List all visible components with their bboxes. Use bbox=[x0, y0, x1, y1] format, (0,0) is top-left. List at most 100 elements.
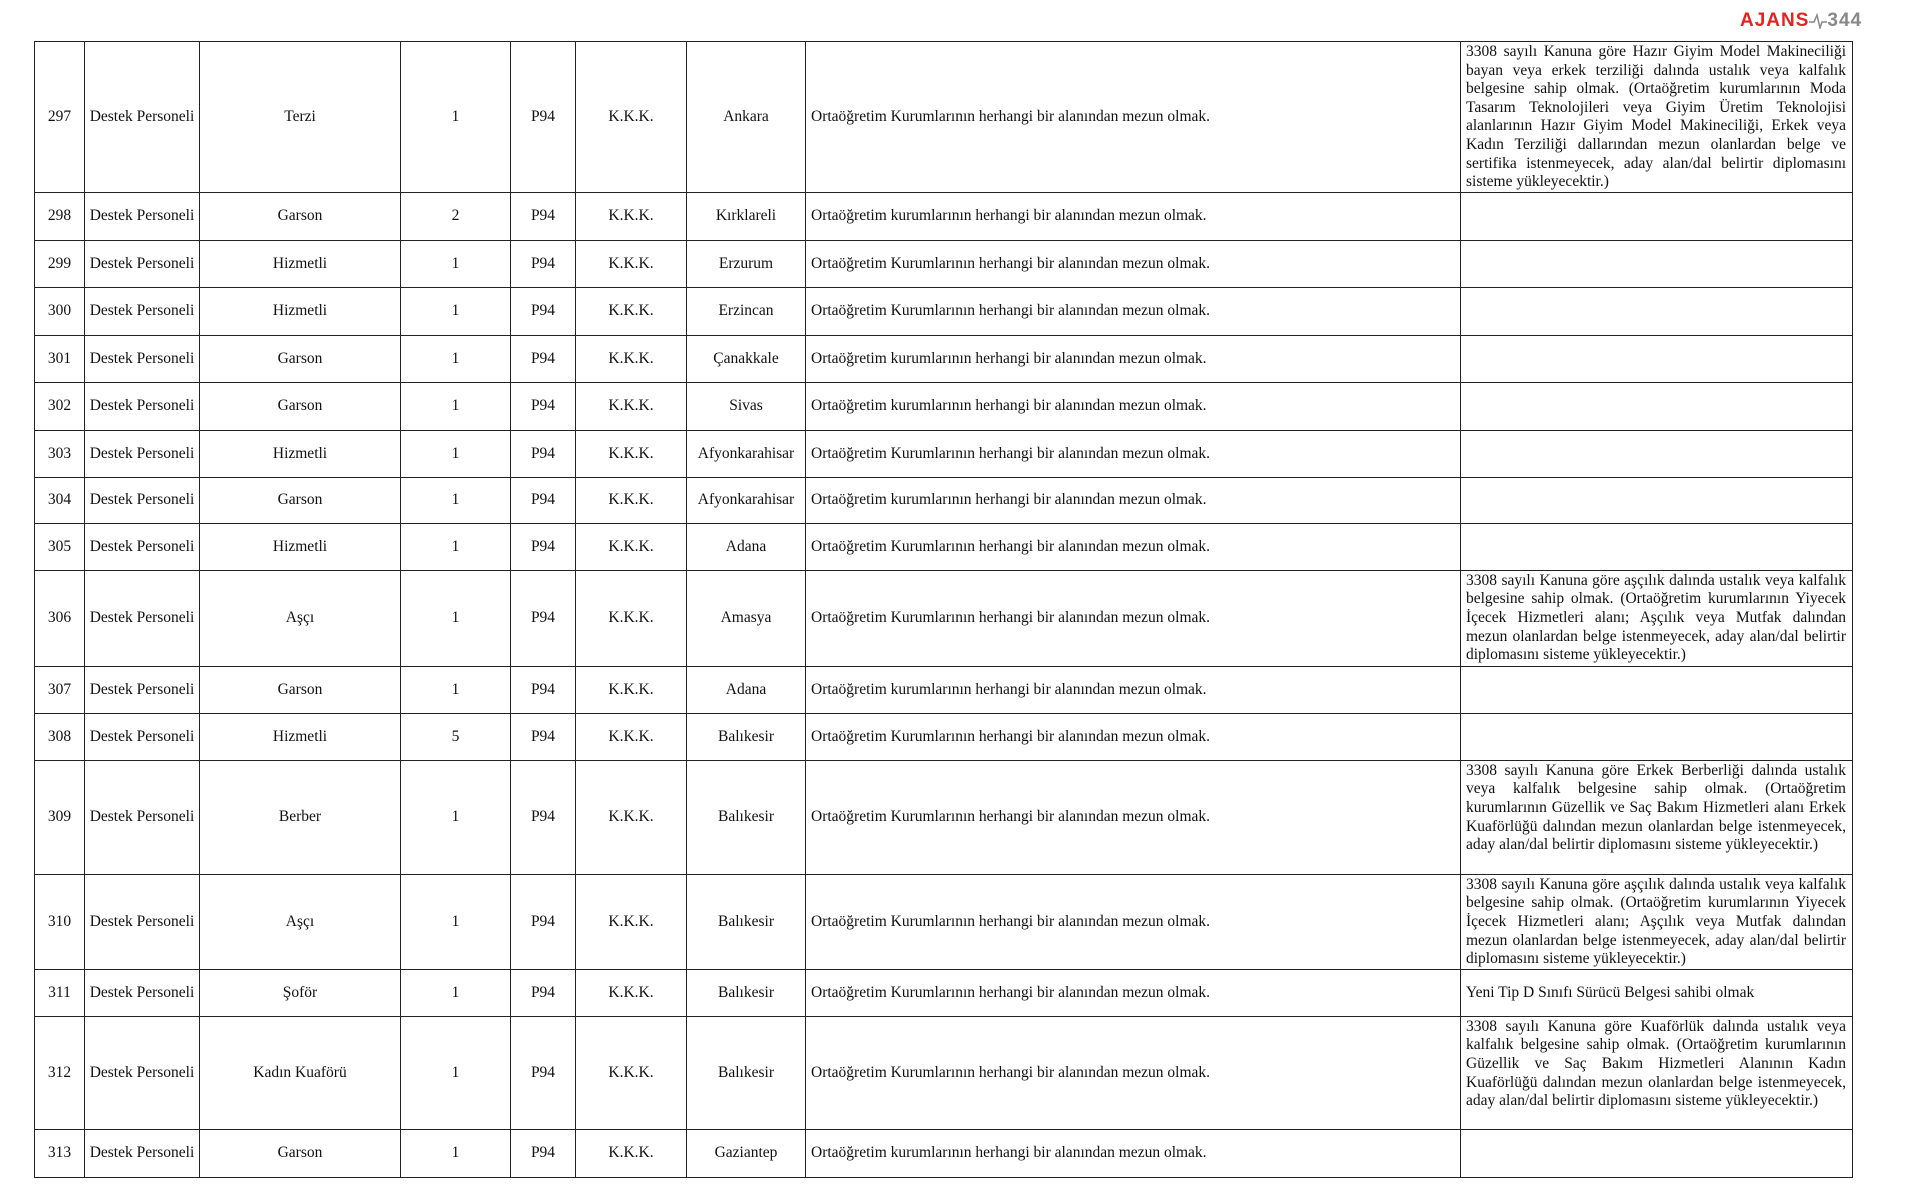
category-cell: Destek Personeli bbox=[84, 522, 200, 571]
table-row: 298 Destek Personeli Garson 2 P94 K.K.K. Kırkl… bbox=[34, 191, 1853, 241]
table-row: 306 Destek Personeli Aşçı 1 P94 K.K.K. Amasya O… bbox=[34, 569, 1853, 667]
count-cell: 1 bbox=[400, 759, 511, 875]
category-cell: Destek Personeli bbox=[84, 381, 200, 431]
unit-cell: K.K.K. bbox=[575, 191, 687, 241]
category-cell: Destek Personeli bbox=[84, 429, 200, 478]
position-cell: Hizmetli bbox=[199, 286, 401, 336]
category-cell: Destek Personeli bbox=[84, 476, 200, 524]
note-cell bbox=[1460, 476, 1853, 524]
note-cell bbox=[1460, 239, 1853, 288]
position-cell: Şoför bbox=[199, 968, 401, 1017]
code-cell: P94 bbox=[510, 1015, 576, 1130]
requirement-cell: Ortaöğretim Kurumlarının herhangi bir al… bbox=[805, 286, 1461, 336]
unit-cell: K.K.K. bbox=[575, 286, 687, 336]
city-cell: Balıkesir bbox=[686, 873, 806, 970]
category-cell: Destek Personeli bbox=[84, 569, 200, 667]
note-cell: Yeni Tip D Sınıfı Sürücü Belgesi sahibi … bbox=[1460, 968, 1853, 1017]
position-cell: Garson bbox=[199, 191, 401, 241]
note-cell bbox=[1460, 191, 1853, 241]
table-row: 307 Destek Personeli Garson 1 P94 K.K.K. Adana… bbox=[34, 665, 1853, 714]
code-cell: P94 bbox=[510, 334, 576, 383]
city-cell: Kırklareli bbox=[686, 191, 806, 241]
code-cell: P94 bbox=[510, 239, 576, 288]
position-cell: Garson bbox=[199, 381, 401, 431]
unit-cell: K.K.K. bbox=[575, 665, 687, 714]
table-row: 303 Destek Personeli Hizmetli 1 P94 K.K.K. Afy… bbox=[34, 429, 1853, 478]
requirement-cell: Ortaöğretim Kurumlarının herhangi bir al… bbox=[805, 429, 1461, 478]
count-cell: 1 bbox=[400, 522, 511, 571]
note-cell bbox=[1460, 286, 1853, 336]
position-cell: Kadın Kuaförü bbox=[199, 1015, 401, 1130]
code-cell: P94 bbox=[510, 522, 576, 571]
category-cell: Destek Personeli bbox=[84, 968, 200, 1017]
position-cell: Garson bbox=[199, 1128, 401, 1178]
note-cell: 3308 sayılı Kanuna göre Kuaförlük dalınd… bbox=[1460, 1015, 1853, 1130]
unit-cell: K.K.K. bbox=[575, 334, 687, 383]
code-cell: P94 bbox=[510, 873, 576, 970]
code-cell: P94 bbox=[510, 381, 576, 431]
unit-cell: K.K.K. bbox=[575, 522, 687, 571]
table-row: 312 Destek Personeli Kadın Kuaförü 1 P94 K.K.… bbox=[34, 1015, 1853, 1130]
unit-cell: K.K.K. bbox=[575, 712, 687, 761]
row-number-cell: 302 bbox=[34, 381, 85, 431]
position-cell: Hizmetli bbox=[199, 429, 401, 478]
note-cell: 3308 sayılı Kanuna göre Hazır Giyim Mode… bbox=[1460, 41, 1853, 193]
table-row: 301 Destek Personeli Garson 1 P94 K.K.K. Çanak… bbox=[34, 334, 1853, 383]
pulse-icon bbox=[1809, 12, 1828, 29]
city-cell: Çanakkale bbox=[686, 334, 806, 383]
table-row: 302 Destek Personeli Garson 1 P94 K.K.K. Sivas… bbox=[34, 381, 1853, 431]
row-number-cell: 307 bbox=[34, 665, 85, 714]
unit-cell: K.K.K. bbox=[575, 873, 687, 970]
row-number-cell: 309 bbox=[34, 759, 85, 875]
count-cell: 1 bbox=[400, 41, 511, 193]
code-cell: P94 bbox=[510, 286, 576, 336]
requirement-cell: Ortaöğretim kurumlarının herhangi bir al… bbox=[805, 334, 1461, 383]
row-number-cell: 312 bbox=[34, 1015, 85, 1130]
unit-cell: K.K.K. bbox=[575, 476, 687, 524]
requirement-cell: Ortaöğretim kurumlarının herhangi bir al… bbox=[805, 665, 1461, 714]
row-number-cell: 310 bbox=[34, 873, 85, 970]
city-cell: Balıkesir bbox=[686, 759, 806, 875]
note-cell bbox=[1460, 334, 1853, 383]
count-cell: 1 bbox=[400, 429, 511, 478]
row-number-cell: 306 bbox=[34, 569, 85, 667]
unit-cell: K.K.K. bbox=[575, 1015, 687, 1130]
city-cell: Ankara bbox=[686, 41, 806, 193]
category-cell: Destek Personeli bbox=[84, 191, 200, 241]
table-row: 311 Destek Personeli Şoför 1 P94 K.K.K. Balıke… bbox=[34, 968, 1853, 1017]
note-cell: 3308 sayılı Kanuna göre aşçılık dalında … bbox=[1460, 569, 1853, 667]
count-cell: 1 bbox=[400, 665, 511, 714]
row-number-cell: 313 bbox=[34, 1128, 85, 1178]
table-row: 299 Destek Personeli Hizmetli 1 P94 K.K.K. Erz… bbox=[34, 239, 1853, 288]
note-cell: 3308 sayılı Kanuna göre aşçılık dalında … bbox=[1460, 873, 1853, 970]
city-cell: Erzincan bbox=[686, 286, 806, 336]
table-row: 308 Destek Personeli Hizmetli 5 P94 K.K.K. Bal… bbox=[34, 712, 1853, 761]
count-cell: 1 bbox=[400, 968, 511, 1017]
requirement-cell: Ortaöğretim Kurumlarının herhangi bir al… bbox=[805, 569, 1461, 667]
unit-cell: K.K.K. bbox=[575, 1128, 687, 1178]
requirement-cell: Ortaöğretim kurumlarının herhangi bir al… bbox=[805, 191, 1461, 241]
positions-table: 297 Destek Personeli Terzi 1 P94 K.K.K. Ankara… bbox=[34, 41, 1853, 1178]
position-cell: Hizmetli bbox=[199, 712, 401, 761]
row-number-cell: 308 bbox=[34, 712, 85, 761]
row-number-cell: 304 bbox=[34, 476, 85, 524]
code-cell: P94 bbox=[510, 476, 576, 524]
requirement-cell: Ortaöğretim Kurumlarının herhangi bir al… bbox=[805, 759, 1461, 875]
table-row: 309 Destek Personeli Berber 1 P94 K.K.K. Balık… bbox=[34, 759, 1853, 875]
position-cell: Terzi bbox=[199, 41, 401, 193]
note-cell bbox=[1460, 712, 1853, 761]
city-cell: Adana bbox=[686, 665, 806, 714]
city-cell: Gaziantep bbox=[686, 1128, 806, 1178]
count-cell: 1 bbox=[400, 334, 511, 383]
note-cell bbox=[1460, 522, 1853, 571]
requirement-cell: Ortaöğretim Kurumlarının herhangi bir al… bbox=[805, 712, 1461, 761]
requirement-cell: Ortaöğretim Kurumlarının herhangi bir al… bbox=[805, 41, 1461, 193]
requirement-cell: Ortaöğretim Kurumlarının herhangi bir al… bbox=[805, 239, 1461, 288]
code-cell: P94 bbox=[510, 712, 576, 761]
city-cell: Adana bbox=[686, 522, 806, 571]
category-cell: Destek Personeli bbox=[84, 41, 200, 193]
category-cell: Destek Personeli bbox=[84, 1015, 200, 1130]
code-cell: P94 bbox=[510, 1128, 576, 1178]
position-cell: Berber bbox=[199, 759, 401, 875]
requirement-cell: Ortaöğretim kurumlarının herhangi bir al… bbox=[805, 381, 1461, 431]
